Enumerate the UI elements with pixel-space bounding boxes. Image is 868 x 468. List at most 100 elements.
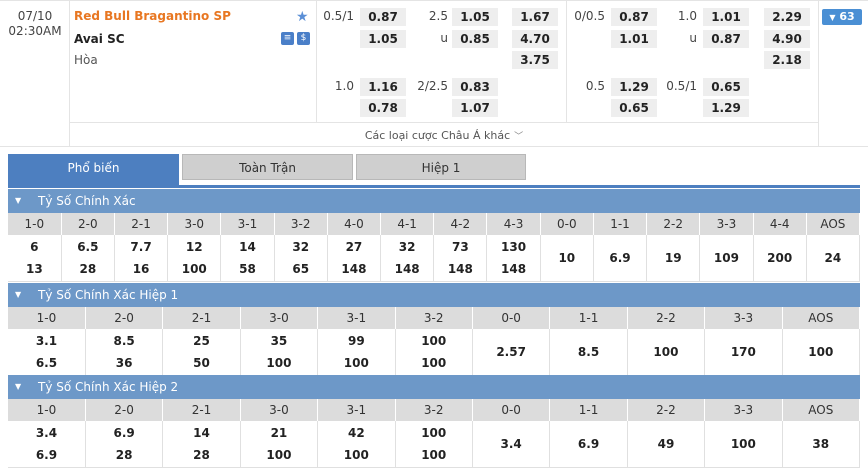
draw-score-odd[interactable]: 2.57 bbox=[496, 345, 526, 359]
home-score-odd[interactable]: 6.9 bbox=[113, 426, 135, 440]
h1-1x2-home-odd[interactable]: 2.29 bbox=[764, 8, 810, 26]
away-score-odd[interactable]: 6.5 bbox=[35, 356, 58, 370]
ft-handicap-home-odd[interactable]: 0.87 bbox=[360, 8, 406, 26]
home-score-odd[interactable]: 99 bbox=[347, 334, 365, 348]
score-header: AOS bbox=[806, 213, 861, 235]
away-score-odd[interactable]: 100 bbox=[181, 262, 207, 276]
away-score-odd[interactable]: 50 bbox=[193, 356, 210, 370]
home-score-odd[interactable]: 6.5 bbox=[77, 240, 99, 254]
ft-alt-handicap-away-odd[interactable]: 0.78 bbox=[360, 99, 406, 117]
score-odds-cell: 12 100 bbox=[167, 235, 222, 282]
home-score-odd[interactable]: 100 bbox=[421, 334, 447, 348]
home-score-odd[interactable]: 32 bbox=[398, 240, 416, 254]
h1-handicap-away-odd[interactable]: 1.01 bbox=[611, 30, 657, 48]
home-score-odd[interactable]: 42 bbox=[347, 426, 365, 440]
home-team[interactable]: Red Bull Bragantino SP bbox=[74, 9, 231, 23]
triangle-down-icon: ▼ bbox=[829, 13, 836, 22]
draw-score-odd[interactable]: 19 bbox=[664, 251, 682, 265]
ft-over-odd[interactable]: 1.05 bbox=[452, 8, 498, 26]
home-score-odd[interactable]: 14 bbox=[193, 426, 210, 440]
home-score-odd[interactable]: 25 bbox=[193, 334, 210, 348]
h1-alt-under-odd[interactable]: 1.29 bbox=[703, 99, 749, 117]
home-score-odd[interactable]: 8.5 bbox=[113, 334, 135, 348]
away-score-odd[interactable]: 148 bbox=[501, 262, 527, 276]
home-score-odd[interactable]: 130 bbox=[501, 240, 527, 254]
ft-alt-handicap-home-odd[interactable]: 1.16 bbox=[360, 78, 406, 96]
h1-under-odd[interactable]: 0.87 bbox=[703, 30, 749, 48]
ft-1x2-away-odd[interactable]: 4.70 bbox=[512, 30, 558, 48]
draw-score-odd[interactable]: 100 bbox=[730, 437, 756, 451]
star-icon[interactable]: ★ bbox=[296, 9, 309, 25]
home-score-odd[interactable]: 100 bbox=[421, 426, 447, 440]
draw-score-odd[interactable]: 24 bbox=[824, 251, 842, 265]
away-score-odd[interactable]: 100 bbox=[343, 356, 369, 370]
home-score-odd[interactable]: 6 bbox=[30, 240, 39, 254]
draw-score-odd[interactable]: 3.4 bbox=[500, 437, 522, 451]
tab-first-half[interactable]: Hiệp 1 bbox=[356, 154, 526, 180]
draw-score-odd[interactable]: 100 bbox=[808, 345, 834, 359]
home-score-odd[interactable]: 12 bbox=[185, 240, 203, 254]
h1-alt-handicap-home-odd[interactable]: 1.29 bbox=[611, 78, 657, 96]
draw-score-odd[interactable]: 6.9 bbox=[609, 251, 631, 265]
away-score-odd[interactable]: 6.9 bbox=[35, 448, 58, 462]
home-score-odd[interactable]: 21 bbox=[270, 426, 288, 440]
ft-alt-under-odd[interactable]: 1.07 bbox=[452, 99, 498, 117]
h1-1x2-draw-odd[interactable]: 2.18 bbox=[764, 51, 810, 69]
draw-score-odd[interactable]: 109 bbox=[713, 251, 739, 265]
home-score-odd[interactable]: 32 bbox=[292, 240, 310, 254]
home-score-odd[interactable]: 73 bbox=[452, 240, 469, 254]
h1-over-odd[interactable]: 1.01 bbox=[703, 8, 749, 26]
away-score-odd[interactable]: 100 bbox=[421, 448, 447, 462]
away-score-odd[interactable]: 28 bbox=[193, 448, 210, 462]
h1-handicap-home-odd[interactable]: 0.87 bbox=[611, 8, 657, 26]
away-score-odd[interactable]: 100 bbox=[266, 448, 292, 462]
tab-full-match[interactable]: Toàn Trận bbox=[182, 154, 353, 180]
section-header[interactable]: ▼ Tỷ Số Chính Xác bbox=[8, 189, 860, 213]
away-team[interactable]: Avai SC bbox=[74, 32, 125, 46]
home-score-odd[interactable]: 3.1 bbox=[35, 334, 58, 348]
score-header: 1-0 bbox=[8, 213, 62, 235]
ft-1x2-home-odd[interactable]: 1.67 bbox=[512, 8, 558, 26]
draw-score-odd[interactable]: 6.9 bbox=[577, 437, 600, 451]
ft-ou-line: 2.5 bbox=[428, 9, 448, 23]
draw-score-odd[interactable]: 49 bbox=[657, 437, 675, 451]
away-score-odd[interactable]: 28 bbox=[79, 262, 97, 276]
draw-score-odd[interactable]: 200 bbox=[767, 251, 793, 265]
away-score-odd[interactable]: 100 bbox=[266, 356, 292, 370]
ft-alt-over-odd[interactable]: 0.83 bbox=[452, 78, 498, 96]
home-score-odd[interactable]: 3.4 bbox=[35, 426, 58, 440]
money-icon[interactable]: $ bbox=[297, 32, 310, 45]
ft-under-odd[interactable]: 0.85 bbox=[452, 30, 498, 48]
more-asian-bets-row[interactable]: Các loại cược Châu Á khác ﹀ bbox=[70, 122, 818, 148]
home-score-odd[interactable]: 35 bbox=[270, 334, 288, 348]
away-score-odd[interactable]: 36 bbox=[115, 356, 133, 370]
away-score-odd[interactable]: 148 bbox=[394, 262, 420, 276]
away-score-odd[interactable]: 100 bbox=[421, 356, 447, 370]
away-score-odd[interactable]: 65 bbox=[292, 262, 310, 276]
home-score-odd[interactable]: 14 bbox=[239, 240, 256, 254]
away-score-odd[interactable]: 13 bbox=[26, 262, 43, 276]
draw-score-odd[interactable]: 100 bbox=[653, 345, 679, 359]
h1-alt-over-odd[interactable]: 0.65 bbox=[703, 78, 749, 96]
h1-1x2-away-odd[interactable]: 4.90 bbox=[764, 30, 810, 48]
away-score-odd[interactable]: 28 bbox=[115, 448, 133, 462]
draw-score-odd[interactable]: 170 bbox=[730, 345, 756, 359]
away-score-odd[interactable]: 16 bbox=[132, 262, 150, 276]
tab-popular[interactable]: Phổ biến bbox=[8, 154, 179, 185]
away-score-odd[interactable]: 100 bbox=[343, 448, 369, 462]
draw-score-odd[interactable]: 38 bbox=[812, 437, 830, 451]
away-score-odd[interactable]: 148 bbox=[447, 262, 473, 276]
home-score-odd[interactable]: 27 bbox=[345, 240, 363, 254]
ft-1x2-draw-odd[interactable]: 3.75 bbox=[512, 51, 558, 69]
draw-score-odd[interactable]: 8.5 bbox=[577, 345, 600, 359]
stats-icon[interactable]: ≡ bbox=[281, 32, 294, 45]
home-score-odd[interactable]: 7.7 bbox=[130, 240, 152, 254]
more-markets-button[interactable]: ▼ 63 bbox=[822, 9, 862, 25]
ft-handicap-away-odd[interactable]: 1.05 bbox=[360, 30, 406, 48]
draw-score-odd[interactable]: 10 bbox=[558, 251, 576, 265]
away-score-odd[interactable]: 148 bbox=[341, 262, 367, 276]
section-header[interactable]: ▼ Tỷ Số Chính Xác Hiệp 1 bbox=[8, 283, 860, 307]
section-header[interactable]: ▼ Tỷ Số Chính Xác Hiệp 2 bbox=[8, 375, 860, 399]
h1-alt-handicap-away-odd[interactable]: 0.65 bbox=[611, 99, 657, 117]
away-score-odd[interactable]: 58 bbox=[239, 262, 256, 276]
